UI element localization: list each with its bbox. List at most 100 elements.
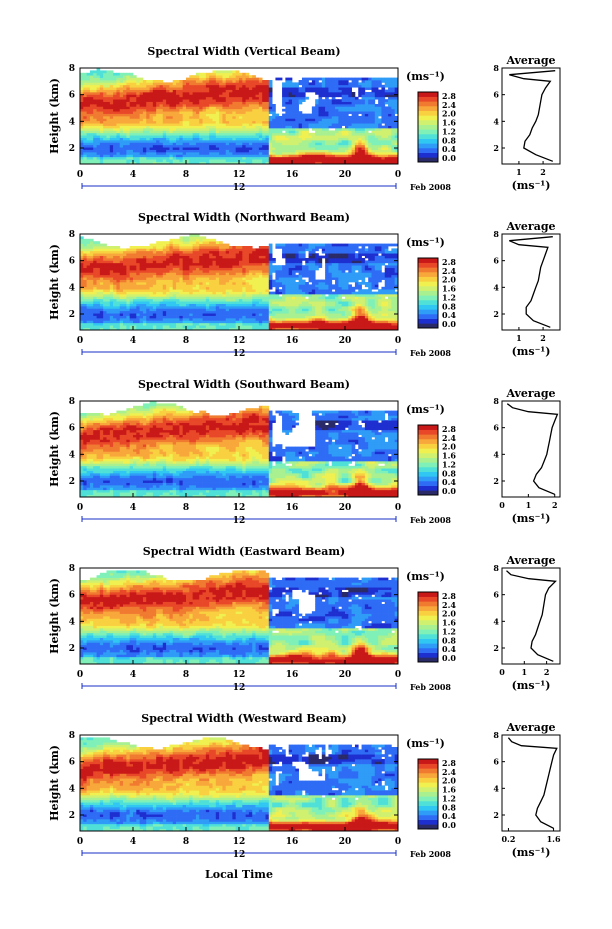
heatmap-cell [160,152,164,155]
heatmap-cell [90,159,94,162]
heatmap-cell [282,87,286,90]
heatmap-cell [146,145,150,148]
heatmap-cell [262,114,266,117]
heatmap-cell [338,123,342,126]
heatmap-cell [176,311,180,314]
heatmap-cell [107,99,111,102]
heatmap-cell [156,306,160,309]
heatmap-cell [332,94,336,97]
heatmap-cell [173,157,177,160]
heatmap-cell [193,325,197,328]
heatmap-cell [193,145,197,148]
heatmap-cell [196,109,200,112]
heatmap-cell [90,284,94,287]
heatmap-cell [368,140,372,143]
heatmap-cell [169,126,173,129]
heatmap-cell [309,142,313,145]
heatmap-cell [312,106,316,109]
heatmap-cell [183,248,187,251]
heatmap-cell [375,150,379,153]
heatmap-cell [160,299,164,302]
heatmap-cell [358,150,362,153]
heatmap-cell [133,316,137,319]
heatmap-cell [143,299,147,302]
heatmap-cell [338,102,342,105]
heatmap-cell [355,130,359,133]
heatmap-cell [146,123,150,126]
heatmap-cell [130,126,134,129]
heatmap-cell [285,135,289,138]
heatmap-cell [186,82,190,85]
heatmap-cell [203,147,207,150]
heatmap-cell [375,92,379,95]
heatmap-cell [179,116,183,119]
heatmap-cell [123,73,127,76]
heatmap-cell [246,109,250,112]
heatmap-cell [295,154,299,157]
heatmap-cell [186,90,190,93]
heatmap-cell [292,97,296,100]
heatmap-cell [299,92,303,95]
heatmap-cell [345,128,349,131]
heatmap-cell [126,80,130,83]
heatmap-cell [206,111,210,114]
heatmap-cell [335,130,339,133]
heatmap-cell [312,140,316,143]
heatmap-cell [100,147,104,150]
heatmap-cell [232,159,236,162]
heatmap-cell [87,320,91,323]
heatmap-cell [97,145,101,148]
heatmap-cell [183,272,187,275]
heatmap-cell [186,301,190,304]
heatmap-cell [335,147,339,150]
heatmap-cell [80,157,84,160]
heatmap-cell [338,152,342,155]
heatmap-cell [93,130,97,133]
heatmap-cell [140,272,144,275]
heatmap-cell [163,258,167,261]
heatmap-cell [302,116,306,119]
heatmap-cell [83,85,87,88]
heatmap-cell [130,284,134,287]
heatmap-cell [196,294,200,297]
heatmap-cell [116,296,120,299]
heatmap-cell [100,78,104,81]
heatmap-cell [146,90,150,93]
heatmap-cell [136,287,140,290]
heatmap-cell [90,301,94,304]
heatmap-cell [213,123,217,126]
heatmap-cell [100,244,104,247]
heatmap-cell [116,118,120,121]
heatmap-cell [136,106,140,109]
heatmap-cell [176,82,180,85]
heatmap-cell [189,80,193,83]
heatmap-cell [206,292,210,295]
heatmap-cell [97,248,101,251]
heatmap-cell [209,142,213,145]
heatmap-cell [153,270,157,273]
heatmap-cell [110,294,114,297]
heatmap-cell [216,75,220,78]
heatmap-cell [292,87,296,90]
heatmap-cell [342,118,346,121]
heatmap-cell [103,287,107,290]
heatmap-cell [193,87,197,90]
heatmap-cell [90,304,94,307]
heatmap-cell [133,92,137,95]
heatmap-cell [103,92,107,95]
heatmap-cell [342,104,346,107]
heatmap-cell [156,140,160,143]
heatmap-cell [130,106,134,109]
heatmap-cell [97,123,101,126]
heatmap-cell [113,145,117,148]
heatmap-cell [136,301,140,304]
heatmap-cell [348,121,352,124]
heatmap-cell [123,145,127,148]
heatmap-cell [107,280,111,283]
heatmap-cell [289,99,293,102]
heatmap-cell [199,128,203,131]
heatmap-cell [136,128,140,131]
heatmap-cell [249,99,253,102]
heatmap-cell [216,128,220,131]
heatmap-cell [107,301,111,304]
